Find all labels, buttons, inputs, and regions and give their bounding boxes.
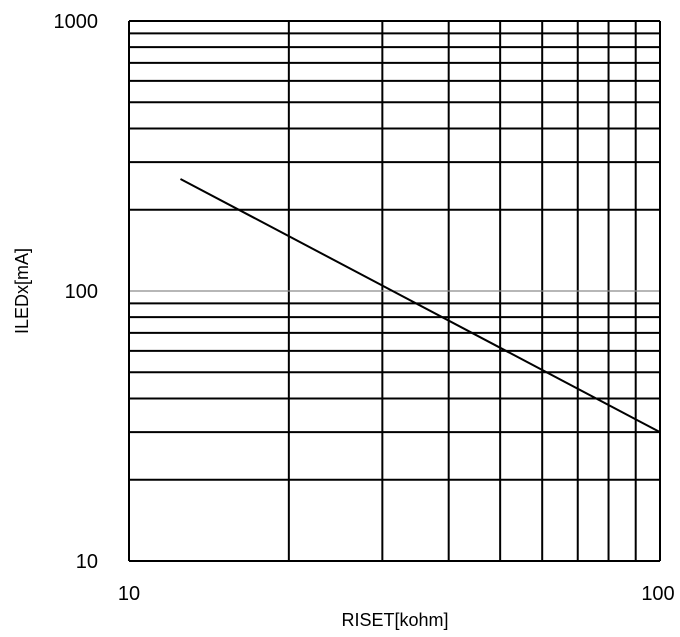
x-tick-label: 10 (118, 583, 140, 605)
x-tick-labels: 10 100 (118, 583, 675, 605)
y-axis-title: ILEDx[mA] (12, 248, 32, 334)
series-line (179, 178, 661, 434)
x-axis-title: RISET[kohm] (341, 610, 448, 630)
y-tick-label: 1000 (54, 11, 99, 33)
series-layer (179, 178, 661, 434)
grid (129, 21, 660, 561)
y-tick-label: 100 (65, 281, 98, 303)
x-tick-label: 100 (641, 583, 674, 605)
y-tick-label: 10 (76, 551, 98, 573)
y-tick-labels: 10 100 1000 (54, 11, 99, 573)
plot-frame (128, 20, 661, 562)
